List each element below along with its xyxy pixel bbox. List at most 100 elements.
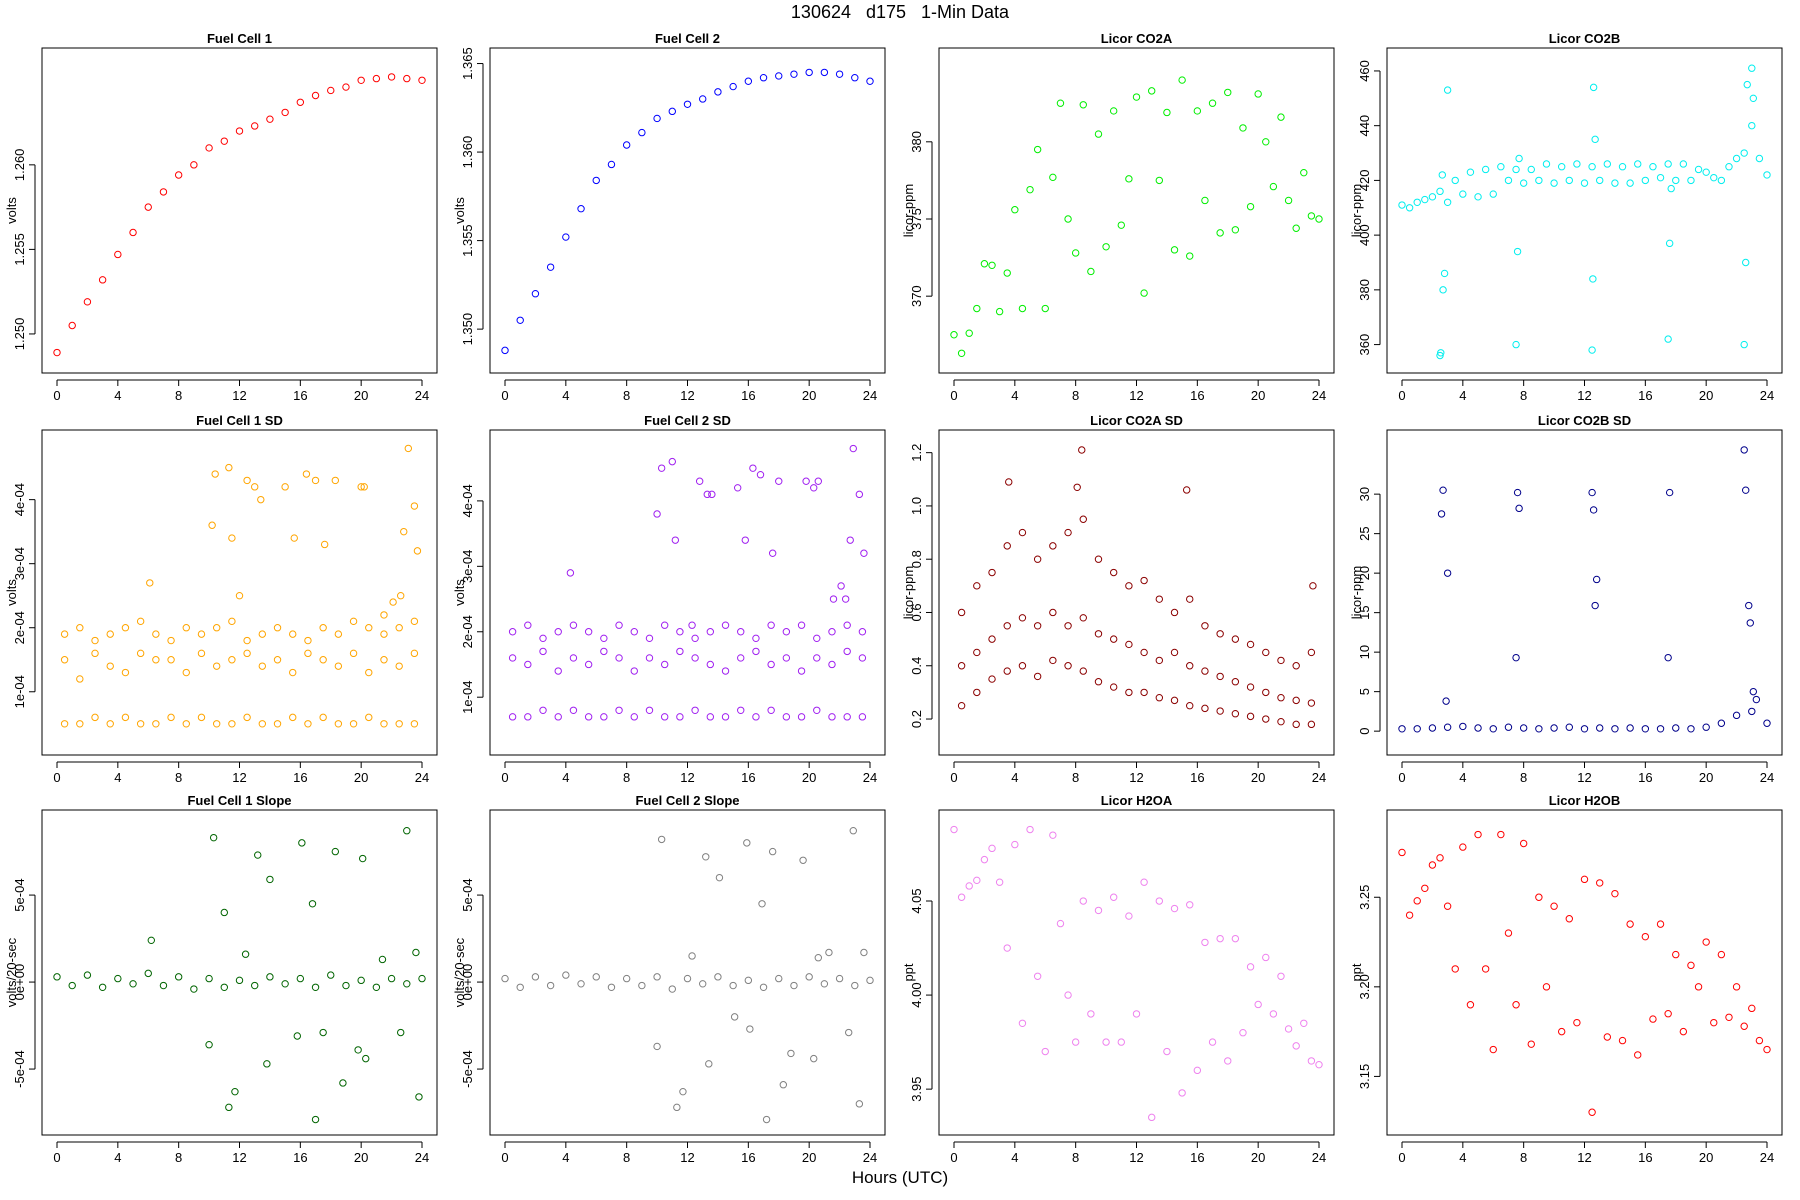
data-point bbox=[995, 307, 1004, 316]
x-tick-label: 16 bbox=[741, 770, 755, 785]
data-point bbox=[810, 1054, 818, 1063]
data-point bbox=[683, 100, 692, 108]
data-point bbox=[531, 290, 540, 298]
data-point bbox=[1702, 723, 1710, 731]
data-point bbox=[828, 660, 836, 669]
data-point bbox=[1178, 76, 1186, 84]
data-point bbox=[615, 621, 623, 629]
data-point bbox=[1026, 185, 1034, 194]
plot-frame bbox=[1386, 47, 1783, 374]
data-point bbox=[562, 971, 570, 979]
data-point bbox=[1094, 130, 1103, 138]
data-point bbox=[1504, 929, 1513, 937]
data-point bbox=[767, 706, 775, 714]
data-point bbox=[1292, 720, 1300, 729]
x-tick-label: 0 bbox=[501, 388, 508, 403]
data-point bbox=[302, 470, 311, 478]
data-point bbox=[400, 527, 408, 536]
data-point bbox=[814, 477, 822, 485]
x-tick-label: 8 bbox=[1520, 1150, 1527, 1165]
data-point bbox=[281, 108, 289, 117]
data-point bbox=[825, 948, 833, 957]
data-point bbox=[524, 660, 532, 669]
data-point bbox=[1170, 608, 1179, 617]
data-point bbox=[676, 713, 684, 721]
x-tick-label: 8 bbox=[1520, 388, 1527, 403]
data-point bbox=[319, 1028, 327, 1037]
data-point bbox=[501, 346, 509, 355]
data-point bbox=[671, 536, 680, 544]
data-point bbox=[1254, 90, 1262, 98]
data-point bbox=[957, 662, 966, 670]
data-point bbox=[1033, 555, 1042, 563]
plot-frame bbox=[41, 809, 438, 1136]
panel-10: Fuel Cell 2 Slope volts/20-sec 0 4 8 12 16 20 24… bbox=[452, 793, 886, 1165]
data-point bbox=[1474, 724, 1482, 732]
data-point bbox=[1763, 171, 1771, 179]
data-point bbox=[60, 656, 69, 664]
data-point bbox=[679, 1087, 687, 1096]
data-point bbox=[973, 304, 981, 313]
data-point bbox=[1672, 724, 1680, 732]
data-point bbox=[645, 706, 654, 714]
data-point bbox=[1428, 724, 1437, 732]
data-point bbox=[569, 654, 578, 662]
data-point bbox=[1641, 725, 1650, 733]
data-point bbox=[1155, 897, 1164, 905]
x-tick-label: 0 bbox=[950, 1150, 957, 1165]
y-axis-label: ppt bbox=[901, 963, 916, 981]
data-point bbox=[957, 893, 966, 901]
data-point bbox=[357, 76, 365, 84]
y-tick-label: 3e-04 bbox=[12, 547, 27, 580]
data-point bbox=[273, 624, 282, 632]
x-tick-label: 4 bbox=[114, 1150, 121, 1165]
data-point bbox=[1512, 653, 1520, 662]
data-point bbox=[410, 617, 419, 626]
data-point bbox=[1565, 915, 1573, 923]
data-point bbox=[243, 649, 251, 658]
data-point bbox=[1315, 215, 1323, 223]
data-point bbox=[1527, 165, 1535, 174]
data-point bbox=[205, 974, 213, 983]
y-tick-label: 0e+00 bbox=[12, 964, 27, 1001]
x-tick-label: 24 bbox=[415, 388, 429, 403]
data-point bbox=[1292, 224, 1300, 232]
data-point bbox=[706, 713, 715, 721]
data-point bbox=[1626, 179, 1634, 187]
data-point bbox=[1667, 184, 1675, 193]
data-point bbox=[1109, 893, 1118, 901]
y-axis-label: volts bbox=[452, 197, 467, 224]
data-point bbox=[395, 662, 403, 670]
data-point bbox=[1246, 202, 1255, 211]
data-point bbox=[243, 713, 251, 722]
x-tick-label: 4 bbox=[114, 388, 121, 403]
x-tick-label: 20 bbox=[1699, 770, 1713, 785]
data-point bbox=[1519, 724, 1528, 732]
data-point bbox=[950, 825, 958, 834]
x-tick-label: 4 bbox=[1459, 770, 1466, 785]
x-tick-label: 8 bbox=[1072, 388, 1079, 403]
y-tick-label: 4.00 bbox=[909, 982, 924, 1007]
data-point bbox=[1269, 1010, 1278, 1018]
data-point bbox=[965, 329, 973, 337]
data-point bbox=[1071, 1038, 1080, 1046]
data-point bbox=[508, 628, 517, 636]
data-point bbox=[327, 971, 335, 979]
y-tick-label: 3.15 bbox=[1357, 1064, 1372, 1089]
y-tick-label: 30 bbox=[1357, 487, 1372, 501]
panel-title: Licor CO2A bbox=[1101, 31, 1173, 46]
x-tick-label: 24 bbox=[415, 1150, 429, 1165]
data-point bbox=[1515, 504, 1523, 513]
data-point bbox=[152, 720, 160, 728]
data-point bbox=[106, 720, 114, 728]
data-point bbox=[988, 675, 996, 683]
data-point bbox=[1003, 944, 1011, 952]
data-point bbox=[592, 176, 600, 185]
data-point bbox=[129, 980, 137, 988]
data-point bbox=[1466, 1001, 1475, 1009]
data-point bbox=[1512, 340, 1520, 349]
data-point bbox=[1504, 723, 1513, 731]
data-point bbox=[98, 983, 107, 991]
data-point bbox=[1732, 711, 1741, 720]
y-tick-label: 10 bbox=[1357, 645, 1372, 659]
